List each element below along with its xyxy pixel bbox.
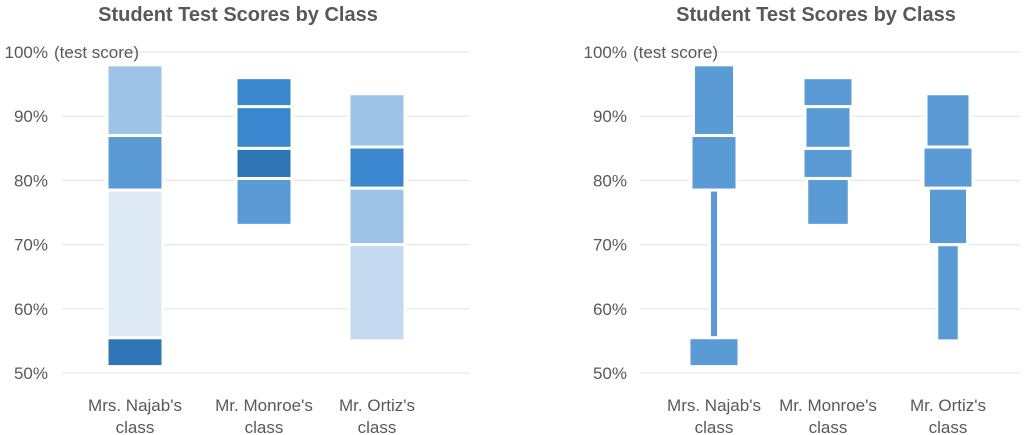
bar-segment bbox=[234, 76, 294, 109]
bar-segment bbox=[347, 243, 407, 343]
y-tick-label: 90% bbox=[593, 107, 627, 126]
bar-segment bbox=[935, 243, 961, 343]
x-category-label: Mr. Ortiz's class bbox=[339, 396, 415, 435]
bar-segment bbox=[708, 188, 720, 340]
chart-2: Student Test Scores by Class 50% 60% 70% 80%… bbox=[584, 4, 1020, 435]
x-category-label: Mrs. Najab's class bbox=[88, 396, 182, 435]
bar-segment bbox=[689, 133, 739, 192]
bar-segment bbox=[347, 186, 407, 247]
bar-segment bbox=[927, 186, 969, 247]
bar-segment bbox=[105, 133, 165, 192]
bar-segment bbox=[924, 92, 972, 149]
bar-segment bbox=[234, 105, 294, 150]
x-category-label: Mr. Monroe's class bbox=[779, 396, 877, 435]
bar-segment bbox=[801, 76, 855, 109]
x-category-label: Mr. Monroe's class bbox=[215, 396, 313, 435]
bar-segment bbox=[234, 146, 294, 180]
y-axis-label: (test score) bbox=[54, 43, 139, 62]
y-tick-label: 90% bbox=[14, 107, 48, 126]
y-tick-label: 50% bbox=[14, 364, 48, 383]
y-tick-label: 60% bbox=[593, 300, 627, 319]
bar-segment bbox=[347, 145, 407, 190]
y-tick-label: 80% bbox=[593, 171, 627, 190]
x-category-label: Mrs. Najab's class bbox=[667, 396, 761, 435]
bar-segment bbox=[692, 63, 736, 137]
y-axis-label: (test score) bbox=[633, 43, 718, 62]
y-tick-label: 100% bbox=[5, 43, 48, 62]
bar-segment bbox=[921, 145, 975, 190]
bar-segment bbox=[347, 92, 407, 149]
chart-title: Student Test Scores by Class bbox=[98, 4, 378, 26]
bar-segment bbox=[803, 105, 853, 150]
bar-segment bbox=[105, 336, 165, 369]
y-tick-label: 70% bbox=[593, 236, 627, 255]
bar-segment bbox=[687, 336, 741, 369]
bar-segment bbox=[234, 176, 294, 227]
bar-segment bbox=[105, 188, 165, 340]
bar-segment bbox=[805, 176, 851, 227]
y-tick-label: 100% bbox=[584, 43, 627, 62]
chart-title: Student Test Scores by Class bbox=[676, 4, 956, 26]
y-tick-label: 70% bbox=[14, 236, 48, 255]
y-tick-label: 60% bbox=[14, 300, 48, 319]
bar-segment bbox=[801, 146, 855, 180]
bar-segment bbox=[105, 63, 165, 137]
chart-1: Student Test Scores by Class 50% 60% 70% 80%… bbox=[5, 4, 470, 435]
x-category-label: Mr. Ortiz's class bbox=[910, 396, 986, 435]
y-tick-label: 50% bbox=[593, 364, 627, 383]
y-tick-label: 80% bbox=[14, 171, 48, 190]
